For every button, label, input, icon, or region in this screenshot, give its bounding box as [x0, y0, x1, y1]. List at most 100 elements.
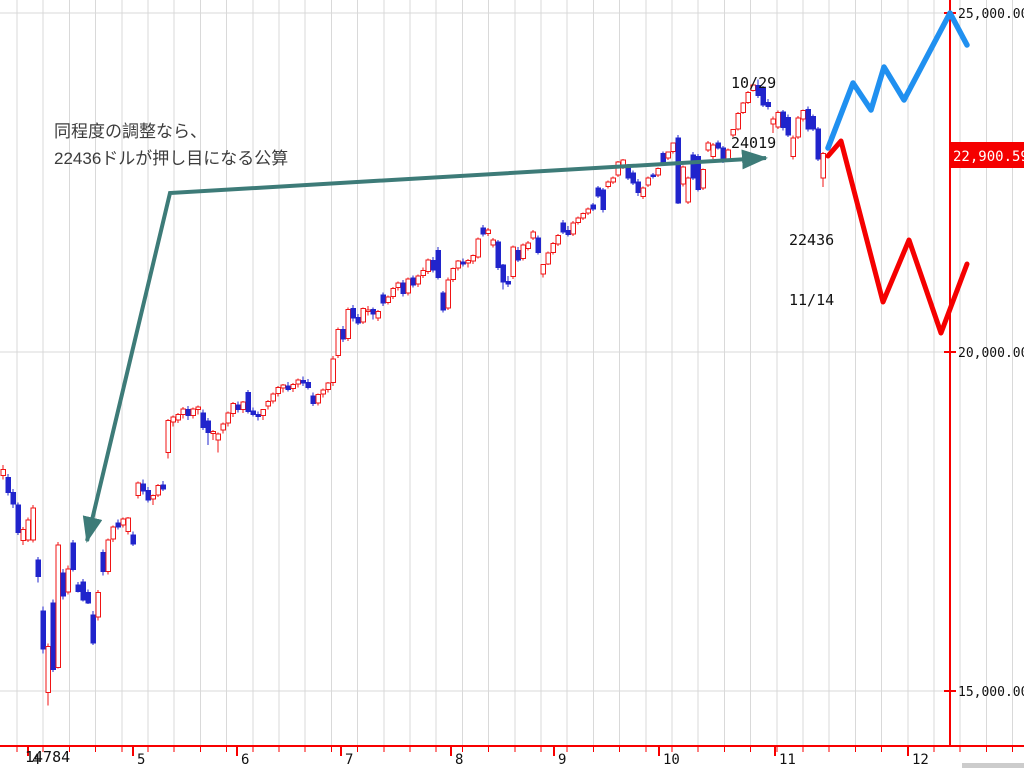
candle-body [705, 142, 711, 151]
candle-body [210, 430, 216, 434]
axis-labels: 4 5 6 7 8 9 10 11 12 25,000.00 20,000.00 15,000.00 [32, 7, 1024, 768]
candle-body [535, 237, 541, 253]
callout-peak: 10/29 24019 [731, 33, 776, 193]
candle-body [435, 249, 441, 278]
candle-body [605, 181, 611, 188]
candle-body [740, 102, 746, 114]
candle-body [285, 385, 291, 390]
candle-body [645, 177, 651, 186]
candle-body [785, 116, 791, 136]
candle-body [245, 392, 251, 413]
candle-body [45, 645, 51, 693]
candle-body [490, 239, 496, 246]
candle-body [760, 87, 766, 106]
candle-body [505, 280, 511, 285]
candle-body [80, 581, 86, 601]
candle-body [255, 413, 261, 417]
candle-body [675, 137, 681, 204]
candle-body [665, 151, 671, 159]
candle-body [135, 482, 141, 497]
candle-body [340, 329, 346, 340]
candle-body [0, 468, 6, 476]
candle-body [440, 292, 446, 311]
candle-body [60, 572, 66, 597]
candle-body [185, 409, 191, 417]
candle-body [360, 308, 366, 323]
candle-body [170, 416, 176, 423]
candle-body [380, 294, 386, 304]
candle-body [235, 404, 241, 411]
candle-body [85, 592, 91, 604]
candle-body [325, 382, 331, 390]
analyst-annotation: 同程度の調整なら、 22436ドルが押し目になる公算 [54, 118, 288, 172]
candle-body [470, 255, 476, 262]
last-price-value: 22,900.59 [953, 149, 1024, 165]
candle-body [15, 504, 21, 533]
candle-body [460, 261, 466, 265]
candle-body [5, 476, 11, 493]
candle-body [515, 249, 521, 261]
candle-body [625, 166, 631, 179]
candle-body [630, 172, 636, 184]
candle-body [25, 519, 31, 541]
candle-body [500, 264, 506, 283]
candle-body [230, 403, 236, 415]
candle-body [195, 406, 201, 411]
price-label: 15,000.00 [958, 685, 1024, 700]
bearish-projection-line [825, 138, 970, 336]
candle-body [585, 208, 591, 214]
gridlines [0, 0, 1014, 746]
candle-body [445, 279, 451, 309]
candle-body [100, 552, 106, 573]
annotation-line-2: 22436ドルが押し目になる公算 [54, 149, 289, 168]
candle-body [120, 518, 126, 526]
month-label: 7 [345, 752, 353, 768]
candle-body [575, 217, 581, 224]
candle-body [140, 483, 146, 492]
candle-body [75, 584, 81, 592]
candle-body [220, 423, 226, 431]
candle-body [305, 382, 311, 388]
callout-peak-price: 24019 [731, 134, 777, 152]
candle-body [415, 275, 421, 285]
candle-body [795, 117, 801, 138]
candle-body [190, 408, 196, 417]
month-label: 4 [32, 752, 40, 768]
candle-body [685, 177, 691, 203]
candle-body [175, 413, 181, 421]
candle-body [180, 408, 186, 415]
callout-peak-date: 10/29 [731, 74, 777, 92]
candle-body [30, 507, 36, 541]
candle-body [350, 308, 356, 319]
candle-body [780, 111, 786, 129]
candle-body [155, 485, 161, 496]
callout-pullback-price: 22436 [789, 231, 835, 249]
candle-body [150, 495, 156, 500]
candle-body [765, 101, 771, 108]
candle-body [90, 614, 96, 644]
price-label: 25,000.00 [958, 7, 1024, 22]
candle-body [480, 227, 486, 235]
candle-body [820, 152, 826, 179]
candle-body [35, 559, 41, 577]
candle-body [125, 517, 131, 533]
candle-body [265, 400, 271, 407]
candle-body [95, 592, 101, 618]
candle-body [800, 110, 806, 120]
candle-body [40, 610, 46, 650]
month-label: 9 [558, 752, 566, 768]
candle-body [425, 259, 431, 272]
candle-body [240, 401, 246, 411]
candle-body [455, 260, 461, 269]
candle-body [145, 489, 151, 501]
candle-body [390, 287, 396, 297]
candle-body [510, 246, 516, 278]
candle-body [700, 169, 706, 189]
candle-body [805, 108, 811, 130]
candle-body [105, 539, 111, 573]
candle-body [110, 526, 116, 540]
month-label: 8 [455, 752, 463, 768]
candle-body [65, 568, 71, 593]
candle-body [485, 229, 491, 234]
